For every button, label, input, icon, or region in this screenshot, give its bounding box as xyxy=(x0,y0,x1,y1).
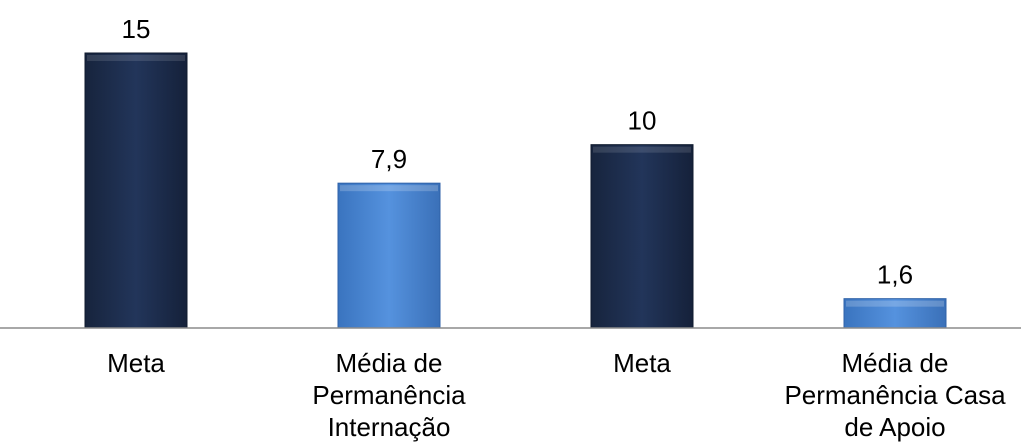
bar-bevel-2 xyxy=(593,146,691,153)
bar-rect-2 xyxy=(590,144,694,329)
category-label-3: Média de Permanência Casa de Apoio xyxy=(784,348,1006,442)
category-label-line: de Apoio xyxy=(844,412,945,442)
value-label-3: 1,6 xyxy=(877,260,913,290)
bar-rect-0 xyxy=(84,52,188,329)
bar-rect-1 xyxy=(337,182,441,329)
bar-2 xyxy=(590,144,694,329)
category-label-line: Média de xyxy=(842,348,949,378)
category-label-line: Meta xyxy=(107,348,165,378)
category-label-line: Média de xyxy=(336,348,443,378)
category-label-2: Meta xyxy=(613,348,671,378)
bar-bevel-0 xyxy=(87,55,185,61)
bar-0 xyxy=(84,52,188,329)
value-label-0: 15 xyxy=(122,14,151,44)
bar-rect-3 xyxy=(843,298,947,329)
category-label-line: Permanência xyxy=(312,380,466,410)
bar-3 xyxy=(843,298,947,329)
bars-layer xyxy=(84,52,947,329)
bar-1 xyxy=(337,182,441,329)
value-label-2: 10 xyxy=(628,106,657,136)
bar-bevel-1 xyxy=(340,185,438,192)
category-label-0: Meta xyxy=(107,348,165,378)
category-label-line: Permanência Casa xyxy=(784,380,1006,410)
category-label-line: Meta xyxy=(613,348,671,378)
value-label-1: 7,9 xyxy=(371,144,407,174)
bar-bevel-3 xyxy=(846,300,944,307)
category-label-1: Média de Permanência Internação xyxy=(312,348,466,442)
category-label-line: Internação xyxy=(328,412,451,442)
